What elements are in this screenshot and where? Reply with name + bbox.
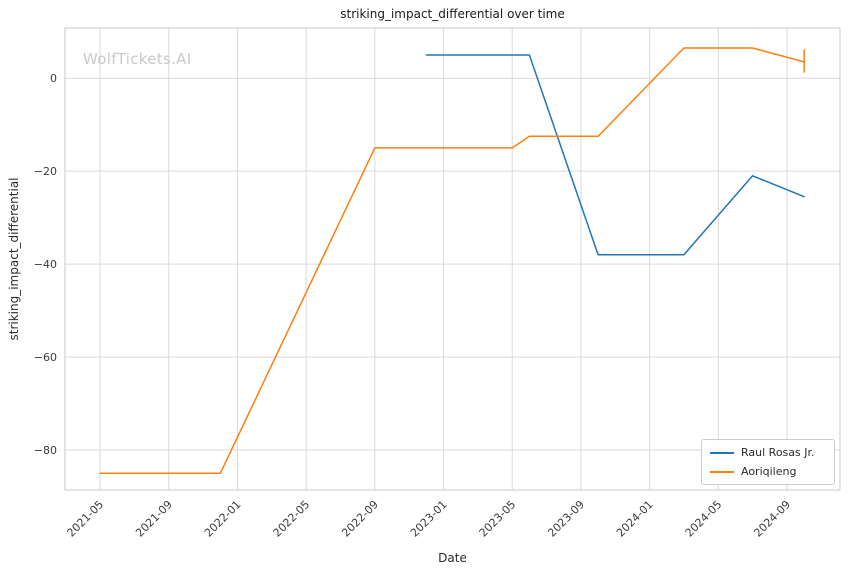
legend: Raul Rosas Jr. Aoriqileng bbox=[701, 439, 835, 485]
y-tick-label: −40 bbox=[34, 258, 57, 271]
plot-border bbox=[64, 27, 841, 491]
x-tick-label: 2023-01 bbox=[408, 498, 450, 540]
x-tick-label: 2024-01 bbox=[614, 498, 656, 540]
y-tick-label: −20 bbox=[34, 165, 57, 178]
series-line-0 bbox=[425, 54, 805, 256]
x-tick-label: 2021-09 bbox=[133, 498, 175, 540]
series-line-1 bbox=[99, 47, 805, 475]
legend-line-swatch bbox=[710, 451, 734, 454]
y-tick-label: −80 bbox=[34, 444, 57, 457]
x-tick-label: 2022-01 bbox=[202, 498, 244, 540]
x-tick-label: 2024-09 bbox=[751, 498, 793, 540]
legend-item: Raul Rosas Jr. bbox=[710, 446, 826, 459]
x-tick-label: 2021-05 bbox=[65, 498, 107, 540]
y-tick-label: 0 bbox=[50, 72, 57, 85]
legend-label: Raul Rosas Jr. bbox=[741, 446, 815, 459]
x-tick-label: 2023-09 bbox=[545, 498, 587, 540]
legend-item: Aoriqileng bbox=[710, 465, 826, 478]
x-axis-label: Date bbox=[438, 551, 467, 565]
legend-line-swatch bbox=[710, 470, 734, 473]
chart-title: striking_impact_differential over time bbox=[340, 7, 565, 21]
legend-label: Aoriqileng bbox=[741, 465, 797, 478]
watermark: WolfTickets.AI bbox=[83, 50, 192, 68]
x-tick-label: 2023-05 bbox=[477, 498, 519, 540]
x-tick-label: 2022-09 bbox=[339, 498, 381, 540]
plot-area bbox=[65, 28, 840, 490]
x-tick-label: 2024-05 bbox=[683, 498, 725, 540]
y-axis-label: striking_impact_differential bbox=[7, 177, 21, 341]
y-tick-label: −60 bbox=[34, 351, 57, 364]
x-tick-label: 2022-05 bbox=[271, 498, 313, 540]
